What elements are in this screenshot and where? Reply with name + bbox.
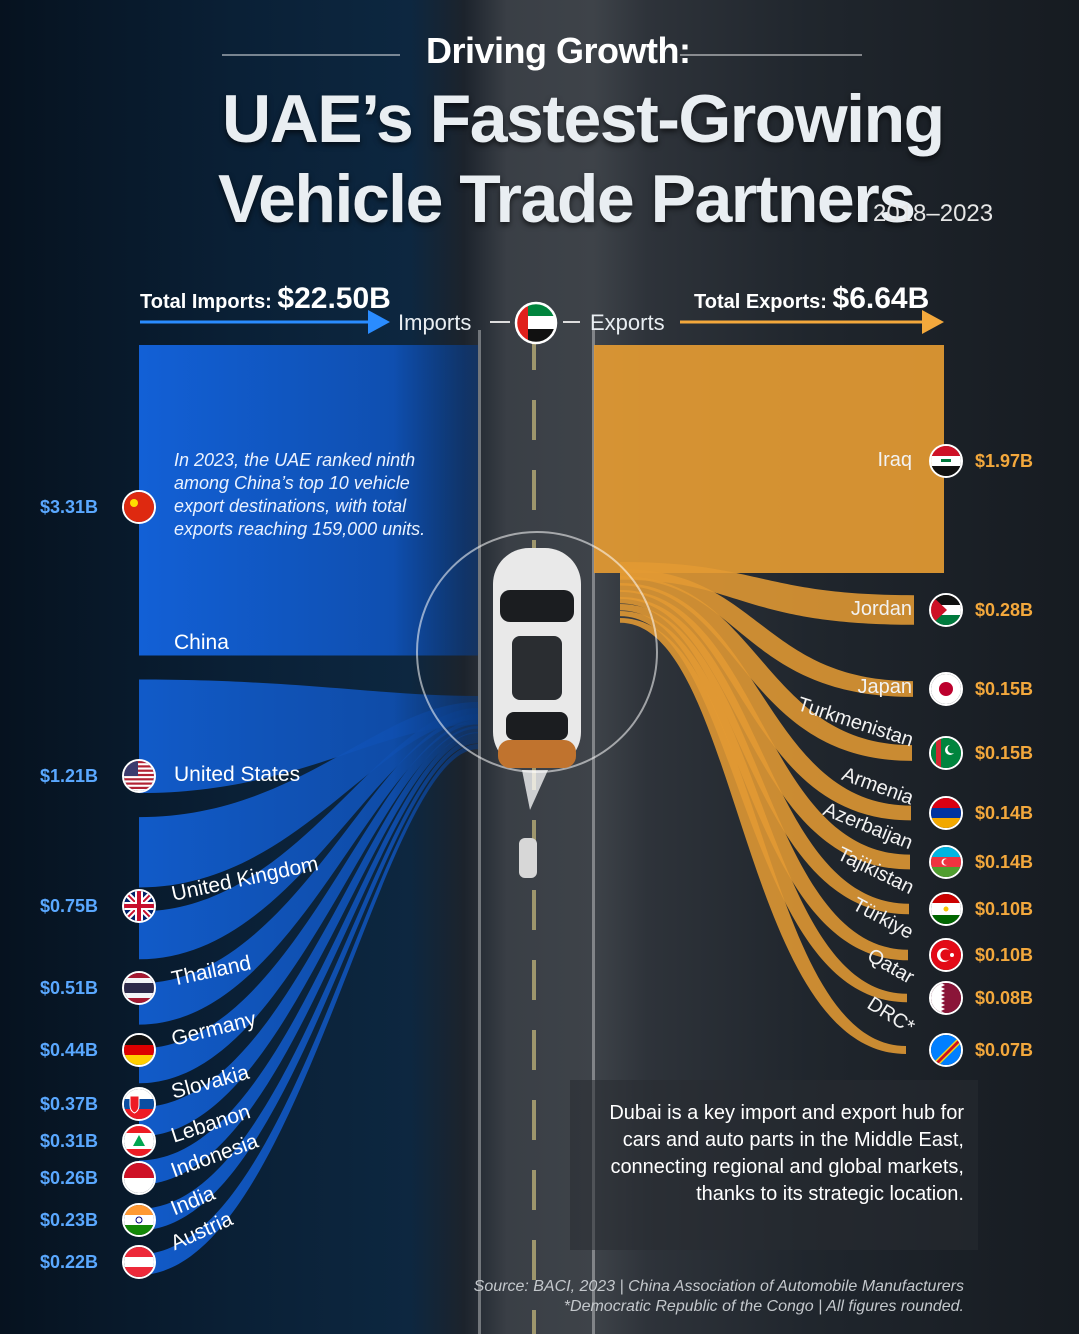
uk-flag-icon <box>122 889 156 923</box>
import-country-china: China <box>174 631 229 654</box>
hub-pointer <box>522 770 548 810</box>
car-rear <box>498 740 576 768</box>
title-line1: UAE’s Fastest-Growing <box>222 81 945 157</box>
import-value-china: $3.31B <box>40 497 99 517</box>
import-value-united-kingdom: $0.75B <box>40 896 99 916</box>
export-country-japan: Japan <box>857 676 913 698</box>
import-bar-thailand <box>139 708 478 960</box>
export-bar-iraq <box>594 345 944 573</box>
usa-flag-icon <box>122 759 156 793</box>
drc-flag-icon <box>929 1033 963 1067</box>
export-value-drc: $0.07B <box>975 1040 1034 1060</box>
china-note: In 2023, the UAE ranked ninth among Chin… <box>174 450 426 539</box>
export-country-jordan: Jordan <box>850 598 912 620</box>
import-bar-united-kingdom <box>139 702 478 888</box>
import-value-indonesia: $0.26B <box>40 1168 99 1188</box>
total-imports-value: $22.50B <box>277 282 391 315</box>
austria-flag-icon <box>122 1245 156 1279</box>
source-line2: *Democratic Republic of the Congo | All … <box>563 1298 964 1315</box>
small-car <box>519 838 537 878</box>
title-small: Driving Growth: <box>426 30 691 71</box>
road-edge-left <box>478 330 481 1334</box>
slovakia-flag-icon <box>122 1087 156 1121</box>
export-value-azerbaijan: $0.14B <box>975 852 1034 872</box>
export-value-turkmenistan: $0.15B <box>975 743 1034 763</box>
export-bar-azerbaijan <box>620 590 910 870</box>
tajikistan-flag-icon <box>929 892 963 926</box>
india-flag-icon <box>122 1203 156 1237</box>
export-value-iraq: $1.97B <box>975 451 1034 471</box>
exports-flow-label: Exports <box>590 310 665 335</box>
road-center-line <box>532 330 536 1334</box>
thailand-flag-icon <box>122 971 156 1005</box>
import-bar-united-states <box>139 679 478 794</box>
germany-flag-icon <box>122 1033 156 1067</box>
azerbaijan-flag-icon <box>929 845 963 879</box>
export-bar-turkmenistan <box>620 576 912 761</box>
turkiye-flag-icon <box>929 938 963 972</box>
import-value-india: $0.23B <box>40 1210 99 1230</box>
armenia-flag-icon <box>929 796 963 830</box>
car-hub <box>416 531 658 878</box>
export-bar-armenia <box>620 583 911 821</box>
imports-flow-label: Imports <box>398 310 472 335</box>
import-country-united-states: United States <box>174 763 301 786</box>
total-exports-label: Total Exports: <box>694 291 827 313</box>
import-bar-china <box>139 345 478 656</box>
dubai-note-box <box>570 1080 978 1250</box>
dubai-note: Dubai is a key import and export hub for… <box>609 1102 964 1205</box>
import-bar-germany <box>139 714 478 1025</box>
source-line1: Source: BACI, 2023 | China Association o… <box>473 1278 964 1295</box>
flow-arrows <box>140 54 944 334</box>
import-value-austria: $0.22B <box>40 1252 99 1272</box>
indonesia-flag-icon <box>122 1161 156 1195</box>
car-windshield <box>500 590 574 622</box>
jordan-flag-icon <box>929 593 963 627</box>
export-value-jordan: $0.28B <box>975 600 1034 620</box>
export-value-t-rkiye: $0.10B <box>975 945 1034 965</box>
lebanon-flag-icon <box>122 1124 156 1158</box>
total-exports-value: $6.64B <box>832 282 930 315</box>
export-bar-japan <box>620 569 913 697</box>
iraq-flag-icon <box>929 444 963 478</box>
total-exports: Total Exports: $6.64B <box>694 282 929 316</box>
export-value-japan: $0.15B <box>975 679 1034 699</box>
import-value-thailand: $0.51B <box>40 978 99 998</box>
export-bar-jordan <box>620 562 914 625</box>
china-flag-icon <box>122 490 156 524</box>
total-imports: Total Imports: $22.50B <box>140 282 391 316</box>
import-value-germany: $0.44B <box>40 1040 99 1060</box>
export-value-qatar: $0.08B <box>975 988 1034 1008</box>
import-bar-slovakia <box>139 720 478 1084</box>
road-edge-right <box>592 330 595 1334</box>
years-label: 2018–2023 <box>873 200 994 227</box>
car-rear-window <box>506 712 568 740</box>
uae-flag-icon <box>514 301 558 345</box>
import-value-slovakia: $0.37B <box>40 1094 99 1114</box>
turkmenistan-flag-icon <box>929 736 963 770</box>
export-value-armenia: $0.14B <box>975 803 1034 823</box>
qatar-flag-icon <box>929 981 963 1015</box>
import-value-lebanon: $0.31B <box>40 1131 99 1151</box>
title-line2: Vehicle Trade Partners <box>218 161 916 237</box>
car-roof <box>512 636 562 700</box>
total-imports-label: Total Imports: <box>140 291 272 313</box>
import-value-united-states: $1.21B <box>40 766 99 786</box>
export-country-iraq: Iraq <box>877 449 912 471</box>
japan-flag-icon <box>929 672 963 706</box>
export-value-tajikistan: $0.10B <box>975 899 1034 919</box>
